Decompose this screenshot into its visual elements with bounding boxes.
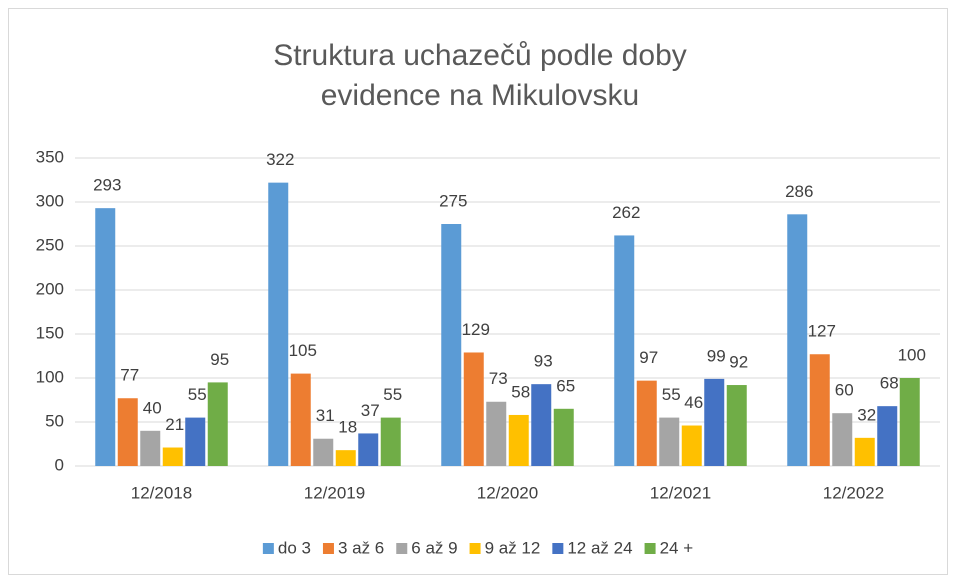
y-tick-label: 350 — [36, 147, 64, 166]
bar — [441, 224, 462, 466]
data-label: 40 — [143, 398, 162, 417]
legend-label: 6 až 9 — [411, 538, 457, 557]
bar — [704, 378, 725, 466]
data-label: 286 — [785, 182, 813, 201]
data-label: 65 — [556, 376, 575, 395]
bar — [335, 450, 356, 466]
bar — [877, 406, 898, 466]
bar — [290, 373, 311, 466]
legend-swatch — [396, 543, 408, 554]
data-label: 32 — [857, 405, 876, 424]
chart-border — [8, 8, 948, 575]
data-label: 105 — [289, 341, 317, 360]
bar — [486, 401, 507, 466]
y-tick-label: 200 — [36, 279, 64, 298]
bar — [726, 385, 747, 466]
data-label: 99 — [707, 346, 726, 365]
bar — [185, 417, 206, 466]
bar — [659, 417, 680, 466]
data-label: 68 — [880, 374, 899, 393]
bar — [681, 425, 702, 466]
data-label: 275 — [439, 191, 467, 210]
data-label: 129 — [462, 320, 490, 339]
data-label: 58 — [511, 382, 530, 401]
y-tick-label: 50 — [45, 411, 64, 430]
bar — [140, 430, 161, 466]
chart-title: Struktura uchazečů podle doby evidence n… — [273, 39, 687, 112]
x-tick-label: 12/2020 — [477, 483, 538, 502]
bar — [787, 214, 808, 466]
y-tick-label: 250 — [36, 235, 64, 254]
legend-label: 9 až 12 — [485, 538, 541, 557]
legend-swatch — [262, 543, 274, 554]
data-label: 322 — [266, 150, 294, 169]
bar — [95, 208, 116, 466]
bar — [553, 408, 574, 466]
data-label: 46 — [684, 393, 703, 412]
y-tick-label: 150 — [36, 323, 64, 342]
data-label: 95 — [210, 350, 229, 369]
legend-label: 24 + — [660, 538, 694, 557]
bar — [854, 437, 875, 466]
data-label: 293 — [93, 176, 121, 195]
bar — [268, 182, 289, 466]
x-tick-label: 12/2018 — [131, 483, 192, 502]
legend-swatch — [322, 543, 334, 554]
data-label: 37 — [361, 401, 380, 420]
bar — [636, 380, 657, 466]
legend-label: 3 až 6 — [338, 538, 384, 557]
legend-swatch — [469, 543, 481, 554]
data-label: 18 — [338, 418, 357, 437]
x-tick-label: 12/2019 — [304, 483, 365, 502]
bar — [508, 414, 529, 466]
bar — [358, 433, 379, 466]
bar — [380, 417, 401, 466]
data-label: 93 — [534, 352, 553, 371]
bar — [162, 447, 183, 466]
data-label: 262 — [612, 203, 640, 222]
data-label: 31 — [316, 406, 335, 425]
data-label: 77 — [120, 366, 139, 385]
legend-swatch — [644, 543, 656, 554]
data-label: 92 — [729, 353, 748, 372]
data-label: 100 — [898, 345, 926, 364]
data-label: 73 — [489, 369, 508, 388]
bar — [832, 413, 853, 466]
data-label: 55 — [188, 385, 207, 404]
bar — [207, 382, 228, 466]
y-tick-label: 300 — [36, 191, 64, 210]
bar — [117, 398, 138, 466]
bar — [531, 384, 552, 466]
data-label: 21 — [165, 415, 184, 434]
data-label: 97 — [639, 348, 658, 367]
bar — [463, 352, 484, 466]
data-label: 127 — [808, 322, 836, 341]
bar — [809, 354, 830, 466]
bar — [313, 438, 334, 466]
y-tick-label: 0 — [55, 455, 64, 474]
data-label: 60 — [835, 381, 854, 400]
x-tick-label: 12/2021 — [650, 483, 711, 502]
data-label: 55 — [662, 385, 681, 404]
bar — [899, 378, 920, 466]
legend-swatch — [552, 543, 564, 554]
data-label: 55 — [383, 385, 402, 404]
bar — [614, 235, 635, 466]
x-tick-label: 12/2022 — [823, 483, 884, 502]
legend-label: 12 až 24 — [567, 538, 632, 557]
y-tick-label: 100 — [36, 367, 64, 386]
legend-label: do 3 — [278, 538, 311, 557]
